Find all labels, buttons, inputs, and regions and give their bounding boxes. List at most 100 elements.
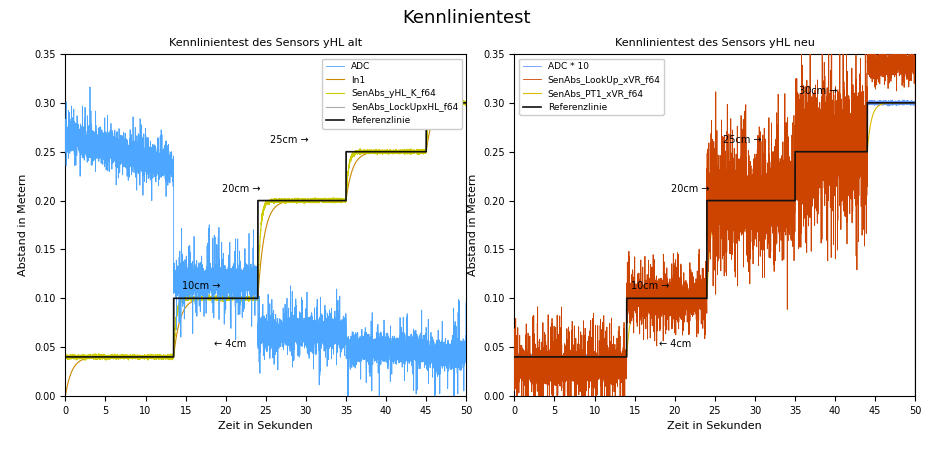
Referenzlinie [60,354,71,360]
ADC * 10 [526,354,537,360]
Line: SenAbs_LockUpxHL_f64: SenAbs_LockUpxHL_f64 [65,103,466,357]
Line: SenAbs_yHL_K_f64: SenAbs_yHL_K_f64 [65,100,466,360]
ADC [62,140,73,146]
Text: 20cm →: 20cm → [671,184,709,194]
Referenzlinie [705,198,716,203]
SenAbs_LockUpxHL_f64 [420,100,432,106]
SenAbs_yHL_K_f64 [138,353,149,358]
Referenzlinie [460,100,472,106]
Referenzlinie [256,198,267,203]
SenAbs_yHL_K_f64 [84,353,95,358]
Text: 30cm →: 30cm → [800,86,838,96]
Referenzlinie [420,100,432,106]
Referenzlinie [910,100,921,106]
Referenzlinie [587,354,599,360]
Legend: ADC, In1, SenAbs_yHL_K_f64, SenAbs_LockUpxHL_f64, Referenzlinie: ADC, In1, SenAbs_yHL_K_f64, SenAbs_LockU… [322,58,461,129]
X-axis label: Zeit in Sekunden: Zeit in Sekunden [219,421,313,431]
ADC [84,84,95,90]
SenAbs_PT1_xVR_f64 [888,100,899,106]
SenAbs_yHL_K_f64 [79,358,91,363]
Line: ADC: ADC [65,87,466,404]
Title: Kennlinientest des Sensors yHL neu: Kennlinientest des Sensors yHL neu [615,38,814,48]
SenAbs_LockUpxHL_f64 [138,354,149,360]
Text: 10cm →: 10cm → [181,281,220,292]
Line: Referenzlinie: Referenzlinie [65,103,466,357]
SenAbs_yHL_K_f64 [440,100,451,105]
Text: ← 4cm: ← 4cm [214,339,246,349]
SenAbs_LockUpxHL_f64 [60,354,71,360]
In1 [77,357,88,363]
Text: Kennlinientest: Kennlinientest [403,9,531,27]
In1 [256,254,267,259]
SenAbs_PT1_xVR_f64 [526,354,537,360]
SenAbs_LockUpxHL_f64 [256,198,267,203]
SenAbs_LookUp_xVR_f64 [826,27,837,33]
Referenzlinie [440,100,451,106]
Referenzlinie [62,354,73,360]
ADC [256,338,267,344]
SenAbs_PT1_xVR_f64 [705,238,716,243]
Text: 25cm →: 25cm → [723,135,761,145]
In1 [138,354,149,360]
SenAbs_LookUp_xVR_f64 [509,388,520,393]
SenAbs_LockUpxHL_f64 [62,354,73,360]
SenAbs_LockUpxHL_f64 [77,354,88,360]
SenAbs_PT1_xVR_f64 [511,354,522,360]
ADC * 10 [511,355,522,360]
In1 [62,384,73,389]
ADC [343,401,354,406]
Text: 10cm →: 10cm → [630,281,669,292]
Referenzlinie [84,354,95,360]
Referenzlinie [509,354,520,360]
Referenzlinie [532,354,544,360]
Line: SenAbs_LookUp_xVR_f64: SenAbs_LookUp_xVR_f64 [515,30,915,423]
ADC [60,130,71,136]
SenAbs_yHL_K_f64 [60,353,71,359]
SenAbs_PT1_xVR_f64 [587,354,599,360]
Text: 25cm →: 25cm → [270,135,308,145]
SenAbs_yHL_K_f64 [77,354,88,360]
Referenzlinie [511,354,522,360]
ADC * 10 [898,97,909,103]
SenAbs_yHL_K_f64 [256,221,267,226]
In1 [460,100,472,106]
Y-axis label: Abstand in Metern: Abstand in Metern [19,174,28,276]
SenAbs_yHL_K_f64 [62,356,73,361]
SenAbs_LookUp_xVR_f64 [546,420,558,426]
SenAbs_PT1_xVR_f64 [509,354,520,360]
ADC [77,136,88,142]
In1 [84,355,95,360]
SenAbs_LookUp_xVR_f64 [888,62,899,68]
In1 [60,393,71,399]
Text: 20cm →: 20cm → [221,184,261,194]
ADC * 10 [509,355,520,360]
SenAbs_LookUp_xVR_f64 [526,352,537,358]
SenAbs_yHL_K_f64 [435,97,446,103]
Title: Kennlinientest des Sensors yHL alt: Kennlinientest des Sensors yHL alt [169,38,362,48]
SenAbs_LookUp_xVR_f64 [587,366,599,372]
ADC [460,343,472,349]
ADC [440,344,451,349]
ADC * 10 [888,100,899,105]
SenAbs_PT1_xVR_f64 [532,354,544,360]
Referenzlinie [862,100,873,106]
Legend: ADC * 10, SenAbs_LookUp_xVR_f64, SenAbs_PT1_xVR_f64, Referenzlinie: ADC * 10, SenAbs_LookUp_xVR_f64, SenAbs_… [519,58,664,115]
In1 [439,103,450,108]
ADC * 10 [532,356,544,361]
SenAbs_LookUp_xVR_f64 [511,333,522,339]
SenAbs_LookUp_xVR_f64 [705,192,716,197]
SenAbs_PT1_xVR_f64 [910,100,921,106]
Referenzlinie [77,354,88,360]
Line: ADC * 10: ADC * 10 [515,100,915,396]
Line: In1: In1 [65,103,466,396]
X-axis label: Zeit in Sekunden: Zeit in Sekunden [668,421,762,431]
ADC * 10 [705,199,716,204]
Y-axis label: Abstand in Metern: Abstand in Metern [468,174,477,276]
Referenzlinie [138,354,149,360]
ADC [84,144,95,150]
SenAbs_yHL_K_f64 [460,99,472,105]
SenAbs_LookUp_xVR_f64 [532,367,544,372]
SenAbs_LookUp_xVR_f64 [910,393,921,399]
ADC * 10 [910,393,921,399]
ADC [138,153,149,159]
